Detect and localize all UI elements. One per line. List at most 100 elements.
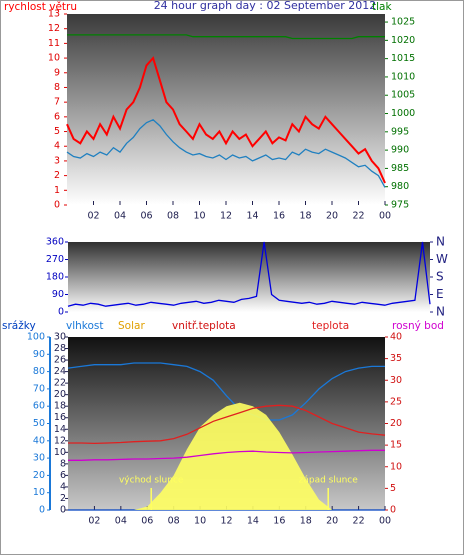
y-tick-label: 995	[391, 126, 409, 137]
y-tick-label: 15	[390, 440, 402, 451]
x-tick-label: 22	[352, 211, 364, 222]
y-tick-label: 70	[33, 383, 45, 394]
y-tick-label: 28	[54, 343, 66, 354]
y-tick-label: 25	[390, 396, 402, 407]
x-tick-label: 12	[220, 516, 232, 527]
x-tick-label: 00	[379, 211, 391, 222]
y-tick-label: 1025	[391, 17, 415, 28]
y-tick-label: 7	[54, 97, 60, 108]
y-tick-label: 0	[54, 200, 60, 211]
y-tick-label: 1010	[391, 71, 415, 82]
series-line	[66, 119, 386, 188]
legend-label: Solar	[118, 320, 145, 332]
x-tick-label: 02	[88, 516, 100, 527]
y-tick-label: 8	[54, 82, 60, 93]
y-tick-label: 360	[46, 237, 64, 248]
x-tick-label: 02	[87, 211, 99, 222]
x-tick-label: 10	[193, 211, 205, 222]
y-tick-label: 10	[48, 53, 60, 64]
y-tick-label: 8	[60, 458, 66, 469]
x-tick-label: 04	[114, 211, 126, 222]
y-tick-label: 1000	[391, 108, 415, 119]
plot-area	[67, 14, 385, 205]
y-tick-label: 13	[48, 9, 60, 20]
y-tick-label: 20	[54, 389, 66, 400]
x-tick-label: 16	[273, 211, 285, 222]
y-tick-label: 22	[54, 378, 66, 389]
plot-area	[68, 242, 430, 312]
legend-label: vlhkost	[66, 320, 104, 332]
y-tick-label: 35	[390, 353, 402, 364]
y-tick-label: 1015	[391, 53, 415, 64]
y-tick-label: 1020	[391, 35, 415, 46]
x-tick-label: 18	[299, 211, 311, 222]
y-tick-label: 60	[33, 401, 45, 412]
chart-title: 24 hour graph day : 02 September 2012	[154, 0, 377, 12]
y-tick-label: 10	[54, 447, 66, 458]
series-line	[68, 449, 385, 461]
legend-label: srážky	[2, 320, 36, 332]
y-tick-label: 0	[39, 505, 45, 516]
y-tick-label: 18	[54, 401, 66, 412]
y-tick-label: 40	[390, 332, 402, 343]
annotation: východ slunce	[119, 476, 184, 486]
y-tick-label: 50	[33, 418, 45, 429]
y-tick-label: 11	[48, 38, 60, 49]
y-tick-label: 180	[46, 272, 64, 283]
annotation: západ slunce	[299, 476, 359, 486]
x-tick-label: 06	[140, 211, 152, 222]
y-tick-label: 26	[54, 355, 66, 366]
y-tick-label: 40	[33, 435, 45, 446]
x-tick-label: 08	[168, 516, 180, 527]
x-tick-label: 16	[273, 516, 285, 527]
y-tick-label: 24	[54, 366, 66, 377]
x-tick-label: 06	[141, 516, 153, 527]
y-tick-label: 3	[54, 155, 60, 166]
x-tick-label: 04	[115, 516, 127, 527]
series-line	[66, 56, 386, 184]
y-tick-label: 990	[391, 145, 409, 156]
series-line	[67, 241, 431, 307]
y-tick-label: 1	[54, 185, 60, 196]
y-tick-label: 30	[390, 375, 402, 386]
y-tick-label: 30	[54, 332, 66, 343]
x-tick-label: 10	[194, 516, 206, 527]
y-tick-label: 6	[60, 470, 66, 481]
legend-label: vnitř.teplota	[172, 320, 236, 332]
series-line	[67, 362, 385, 421]
series-area	[68, 402, 385, 510]
y-tick-label: 10	[33, 487, 45, 498]
x-tick-label: 00	[379, 516, 391, 527]
y-tick-label: S	[436, 270, 444, 284]
y-tick-label: 12	[48, 23, 60, 34]
y-tick-label: 16	[54, 412, 66, 423]
series-line	[67, 34, 385, 40]
x-tick-label: 08	[167, 211, 179, 222]
y-tick-label: 9	[54, 67, 60, 78]
x-tick-label: 22	[353, 516, 365, 527]
y-tick-label: 0	[58, 307, 64, 318]
y-tick-label: 2	[54, 170, 60, 181]
y-tick-label: 20	[390, 418, 402, 429]
x-tick-label: 12	[220, 211, 232, 222]
y-tick-label: 2	[60, 493, 66, 504]
y-tick-label: 90	[52, 289, 64, 300]
y-tick-label: 5	[54, 126, 60, 137]
y-tick-label: 100	[27, 332, 45, 343]
y-tick-label: 10	[390, 461, 402, 472]
y-tick-label: 1005	[391, 90, 415, 101]
y-tick-label: 90	[33, 349, 45, 360]
y-tick-label: W	[436, 252, 448, 266]
legend-label: rychlost větru	[4, 1, 77, 13]
x-tick-label: 14	[247, 516, 259, 527]
y-tick-label: 270	[46, 254, 64, 265]
y-tick-label: N	[436, 305, 445, 319]
y-tick-label: 975	[391, 200, 409, 211]
y-tick-label: 12	[54, 435, 66, 446]
y-tick-label: 80	[33, 366, 45, 377]
y-tick-label: E	[436, 287, 444, 301]
y-tick-label: 0	[60, 505, 66, 516]
legend-label: teplota	[312, 320, 349, 332]
y-tick-label: N	[436, 235, 445, 249]
y-tick-label: 4	[60, 481, 66, 492]
